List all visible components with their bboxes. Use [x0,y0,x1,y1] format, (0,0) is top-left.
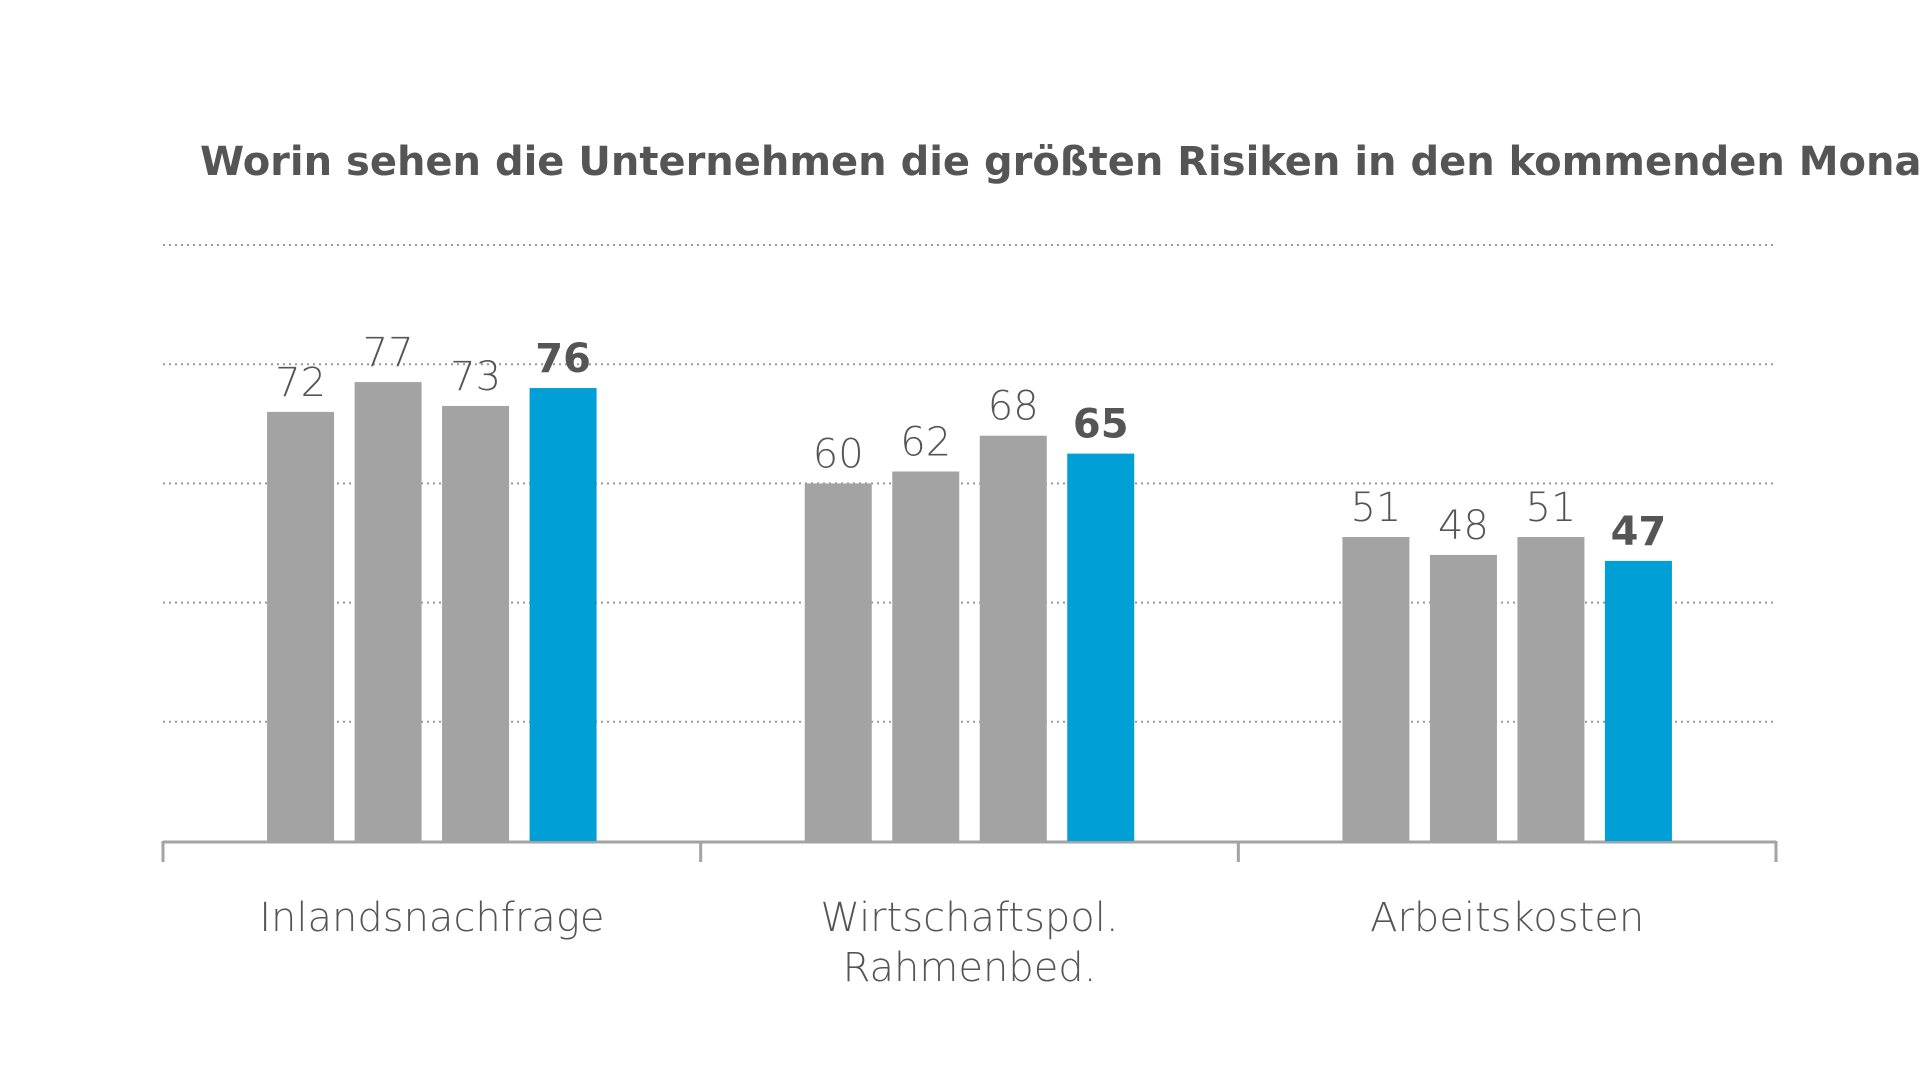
x-tick-label: Inlandsnachfrage [259,895,605,941]
bar [1342,537,1410,841]
value-label: 51 [1350,485,1401,531]
value-label: 65 [1073,402,1129,448]
value-label: 73 [450,354,501,400]
value-label: 51 [1525,485,1576,531]
value-label: 62 [900,419,951,465]
value-label: 47 [1611,509,1667,555]
value-label: 60 [813,431,864,477]
bar [1067,453,1135,841]
bar [354,382,422,841]
bar [1429,554,1497,841]
value-label: 48 [1438,503,1489,549]
bar [892,471,960,841]
bar [804,483,872,841]
bar [1604,560,1672,841]
bar [979,435,1047,841]
value-label: 68 [988,384,1039,430]
bar [442,405,510,841]
bar [529,388,597,841]
x-tick-label: Arbeitskosten [1370,895,1645,941]
chart-title: Worin sehen die Unternehmen die größten … [200,139,1920,185]
value-label: 76 [535,336,591,382]
bar [267,411,335,841]
bar [1517,537,1585,841]
value-label: 77 [363,330,414,376]
x-tick-label: Wirtschaftspol. Rahmenbed. [820,895,1119,991]
value-label: 72 [275,360,326,406]
